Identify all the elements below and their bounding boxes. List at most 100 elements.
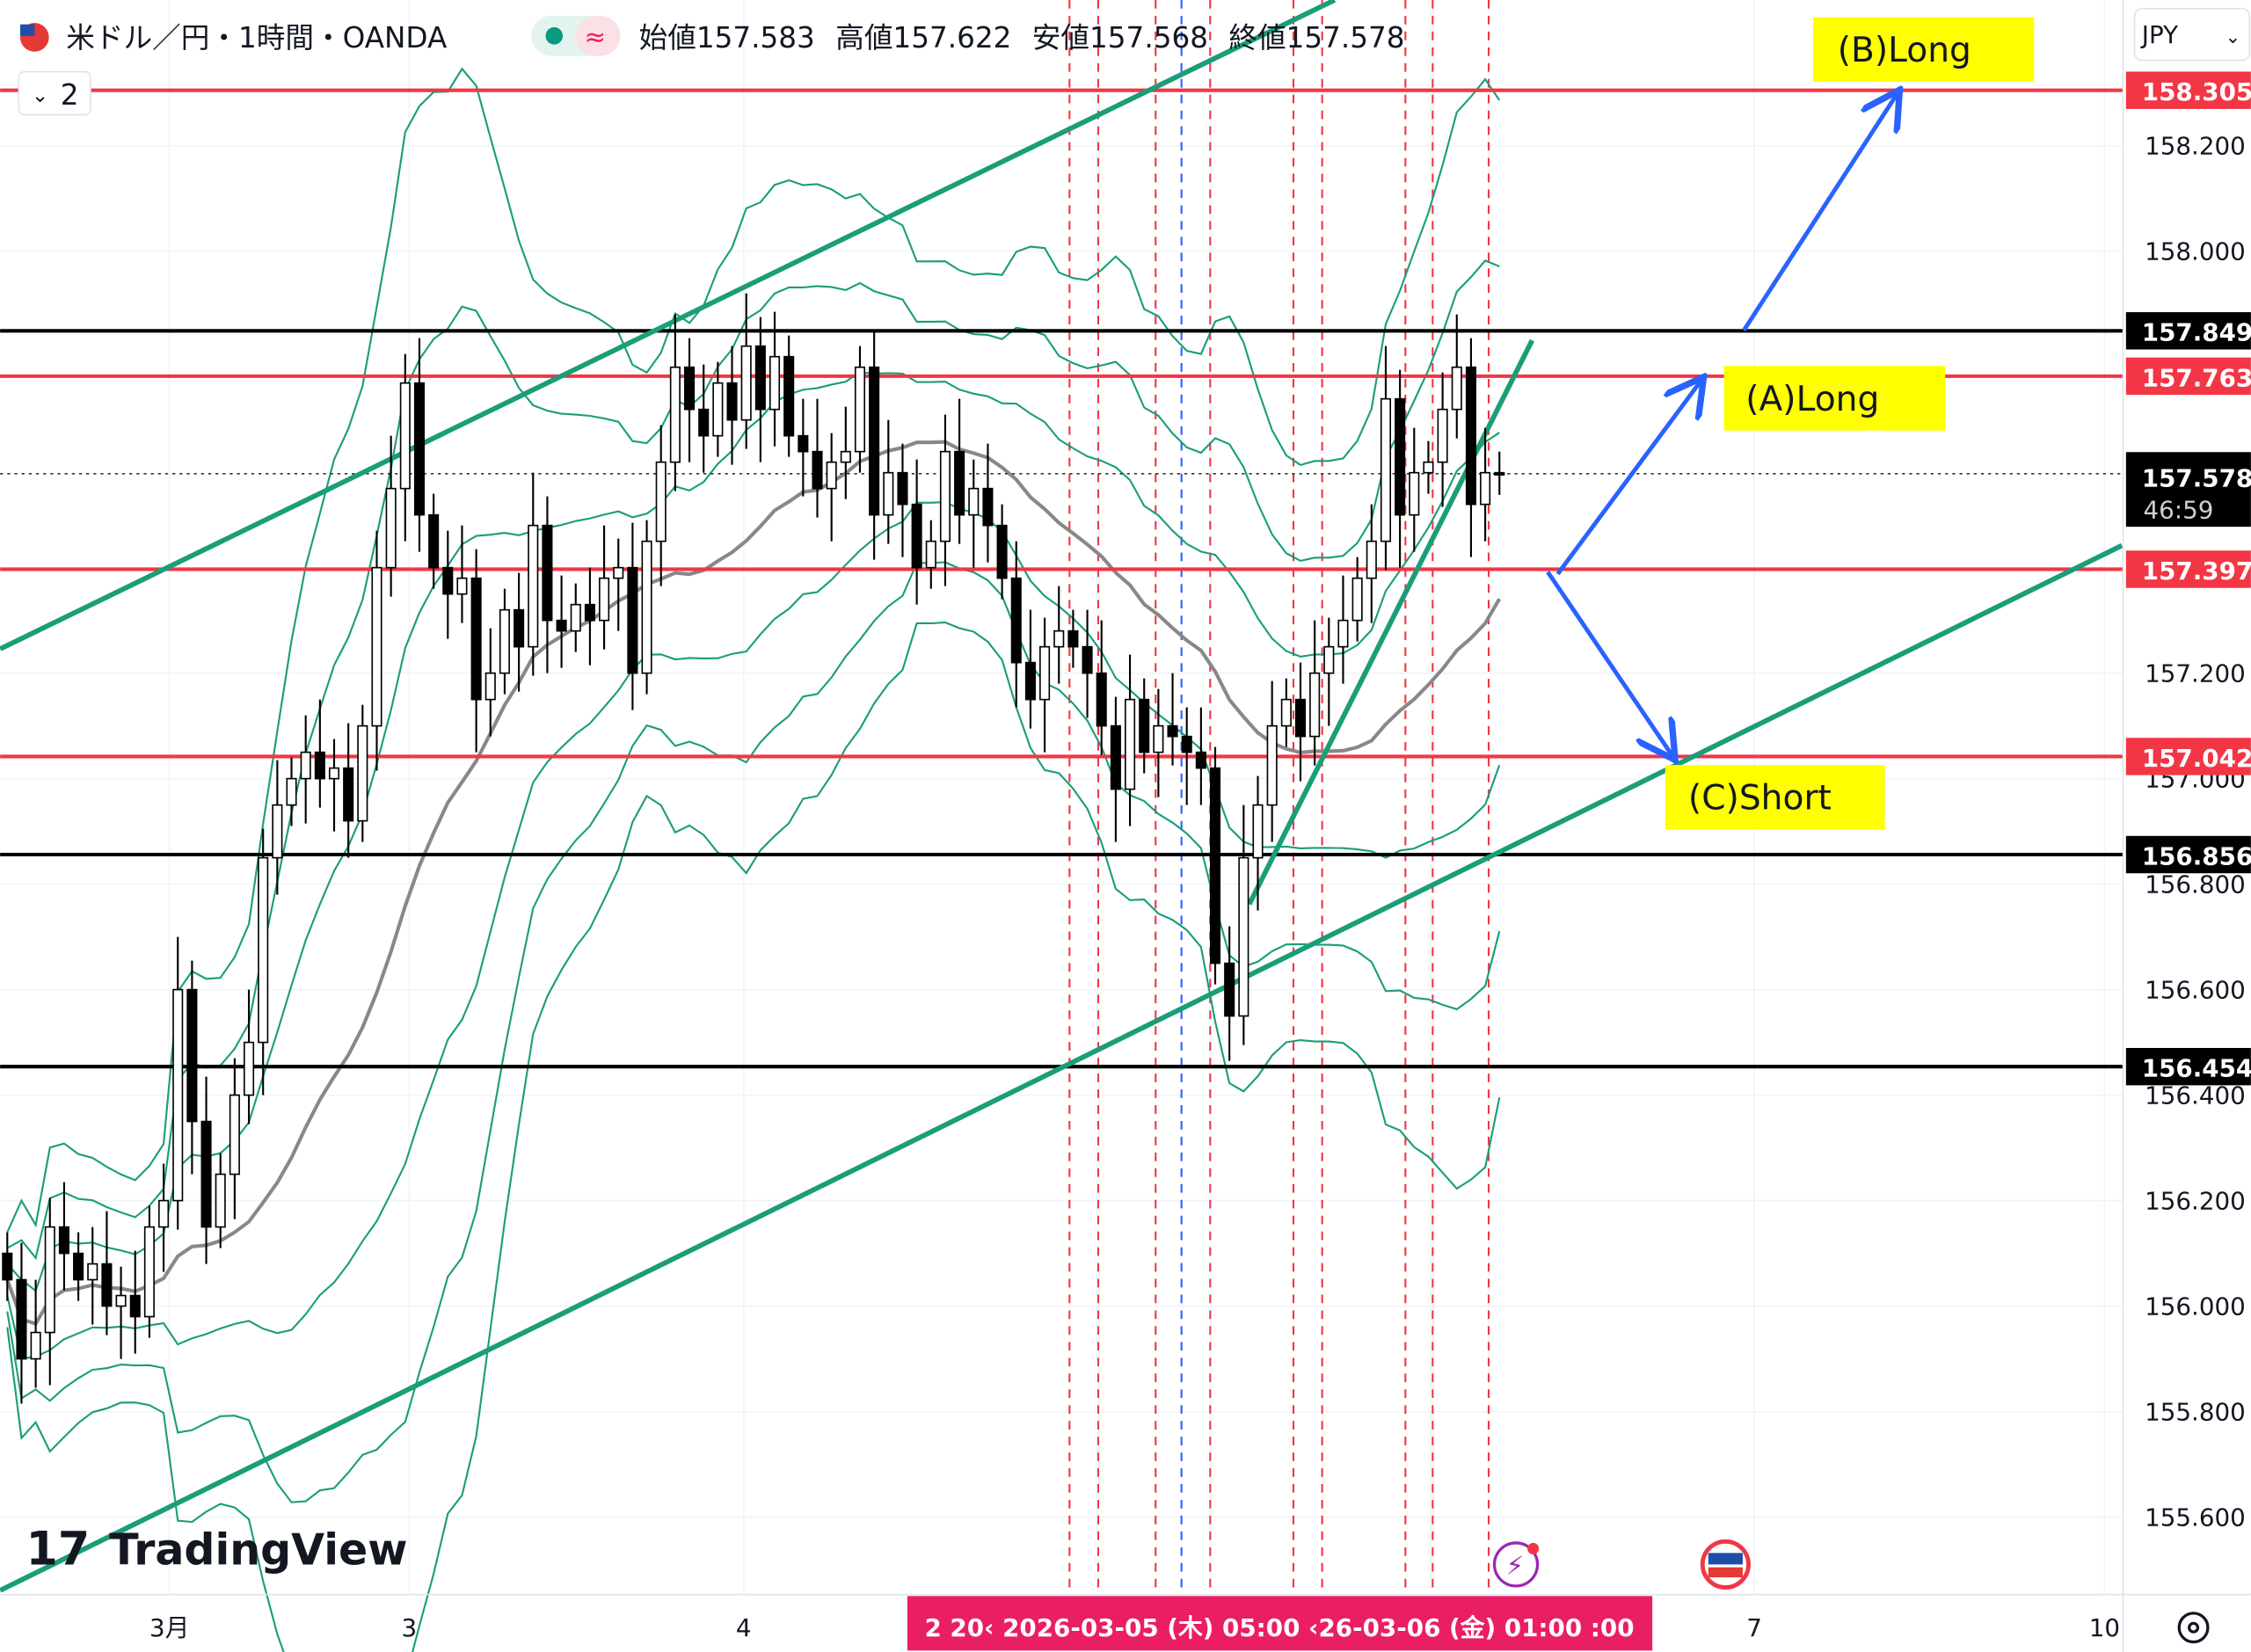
arrows[interactable] xyxy=(1546,93,1898,756)
candle-up xyxy=(272,804,283,859)
price-level-tag xyxy=(2125,835,2251,874)
candle-up xyxy=(641,540,652,674)
candle-up xyxy=(740,345,752,421)
candle-up xyxy=(1337,619,1349,648)
price-level-tag-label: 158.305 xyxy=(2142,77,2251,106)
candle-up xyxy=(1238,856,1249,1017)
bollinger-lower-2 xyxy=(6,561,1501,1503)
price-level-tag xyxy=(2125,312,2251,350)
candle-down xyxy=(1096,672,1107,727)
candle-down xyxy=(314,751,325,780)
candle-down xyxy=(556,619,567,632)
candle-down xyxy=(897,471,908,506)
last-price-tag: 157.578 46:59 xyxy=(2125,452,2251,528)
svg-text:(C)Short: (C)Short xyxy=(1688,779,1832,819)
svg-text:始値157.583 高値157.622: 始値157.583 高値157.622 安値157.568 終値157.578 xyxy=(639,21,1405,55)
candle-down xyxy=(1294,698,1307,738)
candle-down xyxy=(58,1226,69,1255)
candle-down xyxy=(442,566,454,595)
candle-up xyxy=(172,988,184,1202)
y-tick-label: 156.200 xyxy=(2145,1186,2246,1215)
candle-up xyxy=(357,724,368,822)
price-level-tag-label: 157.849 xyxy=(2142,318,2251,347)
candle-down xyxy=(982,487,994,527)
bollinger-lower-1 xyxy=(6,500,1501,1360)
candle-up xyxy=(499,608,510,674)
us-economic-event-icon[interactable] xyxy=(1700,1539,1751,1590)
candle-down xyxy=(1224,962,1235,1017)
candle-down xyxy=(542,524,553,622)
label-c-short[interactable]: (C)Short xyxy=(1665,765,1885,830)
candle-up xyxy=(840,450,851,463)
candle-down xyxy=(200,1120,212,1228)
grid xyxy=(0,0,2124,1595)
collapse-indicators-button[interactable]: ⌄ 2 xyxy=(18,70,91,116)
candle-up xyxy=(215,1173,226,1228)
candle-down xyxy=(1395,397,1406,516)
vertical-dashed-lines xyxy=(1068,0,1490,1595)
candle-up xyxy=(258,856,269,1044)
candle-up xyxy=(1409,471,1420,516)
candle-down xyxy=(186,988,198,1123)
candle-up xyxy=(1266,724,1278,806)
candle-up xyxy=(286,777,297,806)
y-tick-label: 155.800 xyxy=(2145,1397,2246,1426)
bollinger-upper-1 xyxy=(6,371,1500,1292)
candle-down xyxy=(754,345,766,411)
candle-up xyxy=(1153,724,1164,753)
trend-line xyxy=(0,542,2124,1593)
candle-up xyxy=(1451,366,1462,411)
candle-up xyxy=(143,1226,155,1318)
x-tick-label: 7 xyxy=(1746,1613,1762,1642)
candle-down xyxy=(73,1252,84,1281)
svg-text:17: 17 xyxy=(26,1523,91,1576)
settings-icon[interactable] xyxy=(2177,1612,2210,1644)
candle-down xyxy=(627,566,638,674)
candle-down xyxy=(954,450,965,516)
candle-up xyxy=(1125,698,1136,790)
candle-down xyxy=(996,524,1008,579)
svg-text:JPY: JPY xyxy=(2140,20,2178,49)
currency-selector[interactable]: JPY ⌄ xyxy=(2133,7,2251,62)
y-tick-label: 156.600 xyxy=(2145,975,2246,1004)
candle-up xyxy=(613,566,624,579)
x-tick-label: 4 xyxy=(736,1613,752,1642)
candle-down xyxy=(911,503,922,569)
candle-up xyxy=(1252,804,1264,859)
candle-up xyxy=(87,1263,98,1281)
y-tick-label: 156.800 xyxy=(2145,870,2246,899)
price-level-tag xyxy=(2125,1047,2251,1086)
price-level-tag xyxy=(2125,738,2251,775)
label-a-long[interactable]: (A)Long xyxy=(1723,366,1946,431)
candle-up xyxy=(570,603,581,632)
candle-up xyxy=(712,382,724,437)
candle-down xyxy=(1082,645,1093,674)
x-tick-label: 10 xyxy=(2089,1613,2120,1642)
x-tick-label: 3 xyxy=(402,1613,418,1642)
candle-up xyxy=(484,672,496,701)
candle-up xyxy=(1366,540,1377,579)
label-b-long[interactable]: (B)Long xyxy=(1812,17,2035,83)
y-tick-label: 157.200 xyxy=(2145,659,2246,688)
candle-up xyxy=(44,1226,55,1334)
y-tick-label: 156.400 xyxy=(2145,1081,2246,1110)
symbol-title[interactable]: 米ドル／円・1時間・OANDA xyxy=(66,21,448,55)
candle-down xyxy=(812,450,823,490)
price-level-tag-label: 157.397 xyxy=(2142,557,2251,586)
candle-down xyxy=(1067,630,1079,648)
price-axis[interactable]: 158.200158.000157.200157.000156.800156.6… xyxy=(2125,71,2251,1532)
candle-down xyxy=(1465,366,1476,506)
lightning-event-icon[interactable]: ⚡ xyxy=(1492,1541,1540,1588)
candle-up xyxy=(399,382,411,490)
legend-header: 米ドル／円・1時間・OANDA ≈ 始値157.583 高値157.622 安値… xyxy=(18,15,1405,116)
time-axis[interactable]: 3月 3 4 7 10 xyxy=(149,1613,2120,1642)
y-tick-label: 158.200 xyxy=(2145,131,2246,160)
chevron-down-icon: ⌄ xyxy=(32,84,48,107)
candle-up xyxy=(385,487,397,569)
candle-down xyxy=(1139,698,1150,753)
candle-down xyxy=(1181,735,1192,753)
candle-down xyxy=(129,1294,141,1318)
green-dot-icon xyxy=(545,27,564,45)
candle-up xyxy=(1053,630,1065,648)
